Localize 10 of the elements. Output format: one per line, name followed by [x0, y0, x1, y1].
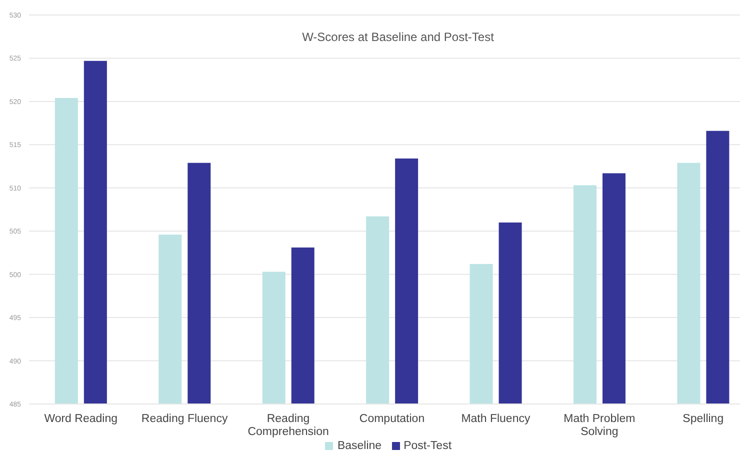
x-tick-label: Reading Fluency: [141, 413, 228, 425]
x-tick-label: Math Fluency: [461, 413, 530, 425]
x-tick-label: Math Problem Solving: [564, 413, 636, 438]
x-tick-label: Word Reading: [44, 413, 118, 425]
x-tick-label: Computation: [359, 413, 425, 425]
text: W-Scores at Baseline and Post-Test: [301, 30, 495, 44]
x-tick-label: Reading Comprehension: [248, 413, 329, 438]
legend-label: Post-Test: [404, 440, 452, 452]
x-tick-label: Spelling: [682, 413, 724, 425]
legend-label: Baseline: [337, 440, 382, 452]
